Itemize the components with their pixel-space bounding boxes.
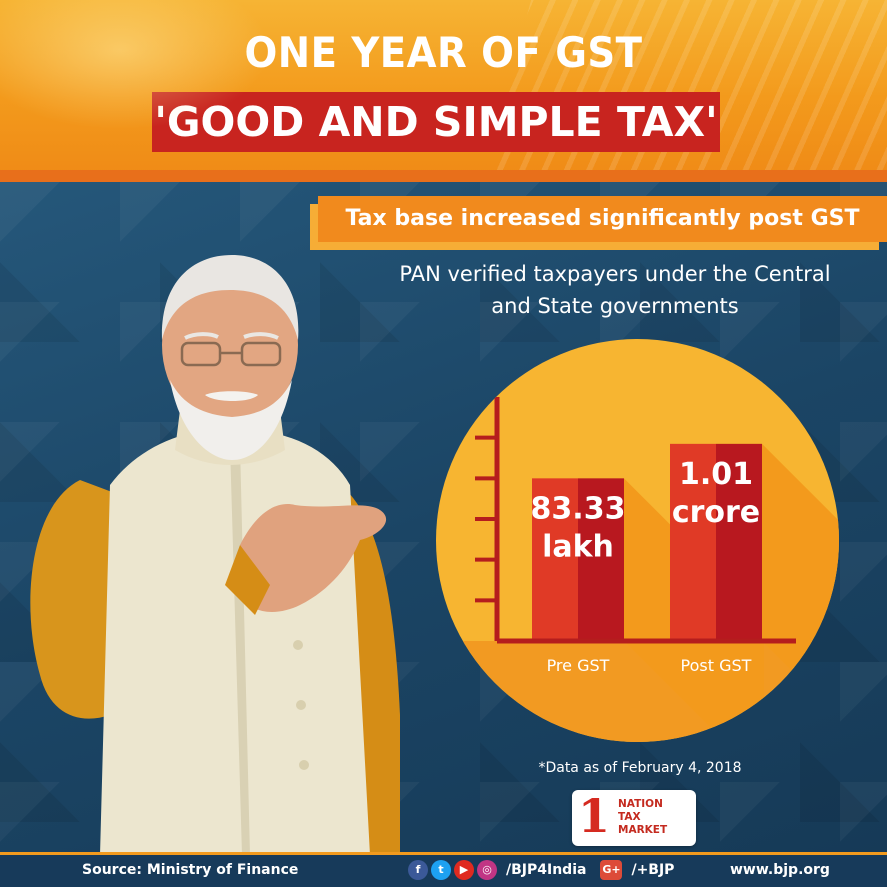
headline-title: ONE YEAR OF GST [244,28,643,77]
logo-line1: NATION [618,798,663,810]
chart-caption-line2: and State governments [491,294,739,318]
logo-line3: MARKET [618,824,668,836]
logo-number: 1 [578,789,611,843]
bar-value-label: 1.01 [679,457,753,492]
logo-text: NATION TAX MARKET [618,798,694,837]
social-handle-primary[interactable]: /BJP4India [506,862,587,878]
bar-side [716,443,762,641]
chart-area: 83.33 lakh Pre GST 1.01 crore Post GST [436,339,839,742]
chart-caption: PAN verified taxpayers under the Central… [370,258,860,322]
social-handle-gplus[interactable]: /+BJP [631,862,675,878]
x-tick-label: Pre GST [547,656,610,675]
headline-subtitle: 'GOOD AND SIMPLE TAX' [152,92,720,152]
bar [670,443,716,641]
subheading-ribbon: Tax base increased significantly post GS… [318,196,887,242]
bar [532,478,578,641]
bar-unit-label: crore [672,495,760,530]
footer: Source: Ministry of Finance f t ▶ ◎ /BJP… [0,852,887,887]
youtube-icon[interactable]: ▶ [454,860,474,880]
facebook-icon[interactable]: f [408,860,428,880]
bar-side [578,478,624,641]
social-links: f t ▶ ◎ /BJP4India G+ /+BJP [408,860,688,880]
google-plus-icon[interactable]: G+ [600,860,623,880]
person-illustration [30,255,400,855]
footer-website[interactable]: www.bjp.org [730,862,830,878]
chart-caption-line1: PAN verified taxpayers under the Central [399,262,831,286]
instagram-icon[interactable]: ◎ [477,860,497,880]
twitter-icon[interactable]: t [431,860,451,880]
one-nation-one-tax-logo: 1 NATION TAX MARKET [572,789,696,846]
logo-line2: TAX [618,811,641,823]
bar-shadow [762,443,839,718]
footer-source: Source: Ministry of Finance [82,862,299,878]
top-banner: ONE YEAR OF GST 'GOOD AND SIMPLE TAX' [0,0,887,178]
data-footnote: *Data as of February 4, 2018 [538,760,742,776]
banner-divider [0,170,887,182]
bar-value-label: 83.33 [531,491,626,526]
bar-unit-label: lakh [542,529,614,564]
x-tick-label: Post GST [681,656,752,675]
